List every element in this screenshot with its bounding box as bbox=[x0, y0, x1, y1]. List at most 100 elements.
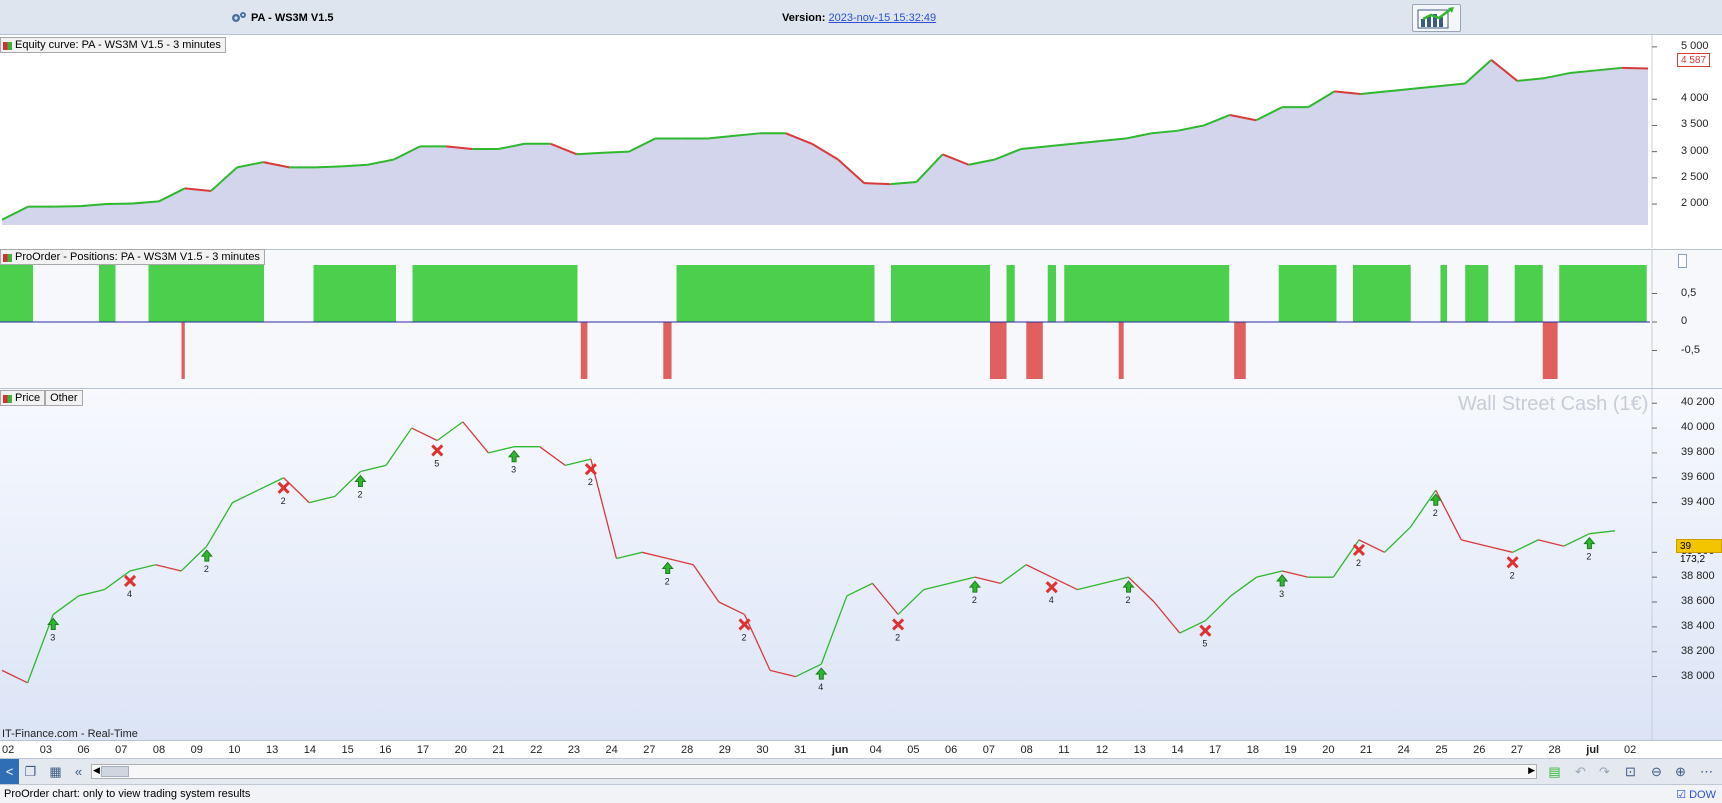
current-price-tag: 39 173,2 bbox=[1676, 539, 1722, 565]
equity-y-tick: 2 000 bbox=[1681, 197, 1709, 210]
date-tick: 27 bbox=[1510, 744, 1524, 756]
equity-segment bbox=[1543, 72, 1570, 80]
equity-segment bbox=[1360, 90, 1387, 96]
date-tick: 27 bbox=[643, 744, 656, 756]
equity-y-tick: 3 000 bbox=[1681, 144, 1709, 157]
scroll-left-arrow-icon[interactable]: ◀ bbox=[93, 765, 100, 775]
scroll-start-button[interactable]: « bbox=[74, 764, 83, 779]
trade-marker bbox=[1199, 624, 1212, 637]
equity-segment bbox=[1046, 142, 1074, 148]
date-tick: 05 bbox=[907, 744, 920, 756]
equity-segment bbox=[498, 142, 525, 151]
short-position-bar bbox=[663, 322, 672, 379]
date-tick: 28 bbox=[680, 744, 694, 756]
price-y-tick: 39 400 bbox=[1681, 495, 1715, 508]
equity-segment bbox=[158, 187, 186, 203]
exit-cross-icon bbox=[1199, 624, 1212, 637]
chart-scrollbar[interactable]: ◀ ▶ bbox=[91, 764, 1537, 779]
instrument-code-link[interactable]: ☑ DOW bbox=[1676, 789, 1716, 801]
price-segment bbox=[820, 595, 848, 665]
price-segment bbox=[923, 582, 950, 591]
date-tick: 10 bbox=[228, 744, 241, 756]
buy-arrow-icon bbox=[507, 449, 521, 463]
exit-cross-icon bbox=[431, 444, 444, 457]
equity-segment bbox=[1099, 137, 1126, 143]
detailed-report-button[interactable] bbox=[1412, 4, 1461, 32]
trade-count-label: 2 bbox=[1586, 552, 1591, 562]
price-segment bbox=[718, 601, 745, 616]
instrument-watermark: Wall Street Cash (1€) bbox=[1458, 393, 1649, 415]
equity-segment bbox=[393, 145, 421, 161]
date-tick: 02 bbox=[1624, 744, 1637, 756]
long-position-bar bbox=[1278, 265, 1337, 322]
equity-segment bbox=[1177, 124, 1205, 132]
date-tick: 24 bbox=[605, 744, 618, 756]
zoom-out-icon[interactable]: ⊖ bbox=[1651, 764, 1662, 779]
price-segment bbox=[743, 614, 771, 671]
zoom-in-icon[interactable]: ⊕ bbox=[1675, 764, 1686, 779]
more-options-icon[interactable]: ⋯ bbox=[1700, 764, 1713, 779]
date-axis[interactable]: 02 03 06 07 08 09 10 13 14 15 16 17 20 21 22 23 24 27 28 29… bbox=[0, 740, 1722, 758]
exit-cross-icon bbox=[584, 463, 597, 476]
date-tick: 07 bbox=[115, 744, 128, 756]
version-label: Version: bbox=[782, 12, 826, 24]
version-link[interactable]: 2023-nov-15 15:32:49 bbox=[828, 12, 937, 24]
scroll-right-arrow-icon[interactable]: ▶ bbox=[1528, 765, 1535, 775]
price-segment bbox=[309, 495, 335, 504]
equity-segment bbox=[184, 187, 212, 192]
panel-scale-handle[interactable] bbox=[1678, 254, 1687, 268]
exit-cross-icon bbox=[277, 481, 290, 494]
equity-y-tick: 2 500 bbox=[1681, 170, 1709, 183]
equity-current-value: 4 587 bbox=[1677, 53, 1711, 67]
positions-label[interactable]: ProOrder - Positions: PA - WS3M V1.5 - 3… bbox=[0, 249, 265, 265]
equity-segment bbox=[864, 182, 891, 186]
equity-segment bbox=[890, 181, 917, 186]
long-position-bar bbox=[1559, 265, 1647, 322]
date-tick: jun bbox=[831, 744, 849, 756]
zoom-fit-icon[interactable]: ⊡ bbox=[1625, 764, 1636, 779]
trade-count-label: 5 bbox=[1202, 639, 1207, 649]
equity-y-tick: 5 000 bbox=[1681, 39, 1709, 52]
price-segment bbox=[129, 564, 156, 572]
price-segment bbox=[462, 421, 489, 454]
chart-toolbar: < ❐ ▦ « ◀ ▶ ▤ ↶ ↷ ⊡ ⊖ ⊕ ⋯ bbox=[0, 758, 1722, 785]
share-icon[interactable]: < bbox=[0, 759, 19, 785]
price-segment bbox=[78, 588, 105, 597]
date-tick: 15 bbox=[341, 744, 354, 756]
trade-count-label: 2 bbox=[1510, 570, 1515, 580]
date-tick: 09 bbox=[190, 744, 203, 756]
price-segment bbox=[1538, 539, 1564, 547]
undo-icon[interactable]: ↶ bbox=[1575, 764, 1586, 779]
price-segment bbox=[616, 551, 643, 560]
price-segment bbox=[949, 576, 976, 585]
tab-other[interactable]: Other bbox=[45, 390, 83, 406]
equity-segment bbox=[811, 142, 839, 161]
equity-segment bbox=[1, 205, 29, 221]
trade-marker bbox=[1506, 556, 1519, 569]
buy-arrow-icon bbox=[968, 580, 981, 593]
equity-segment bbox=[341, 163, 368, 168]
windows-icon[interactable]: ❐ bbox=[24, 764, 37, 779]
tab-price[interactable]: Price bbox=[0, 390, 46, 406]
price-segment bbox=[795, 663, 822, 678]
trade-count-label: 2 bbox=[588, 477, 593, 487]
price-segment bbox=[488, 446, 515, 454]
equity-segment bbox=[915, 153, 944, 183]
date-tick: 21 bbox=[1359, 744, 1373, 756]
long-position-bar bbox=[1064, 265, 1230, 322]
trade-count-label: 2 bbox=[357, 490, 362, 500]
redo-icon[interactable]: ↷ bbox=[1599, 764, 1610, 779]
exit-cross-icon bbox=[1045, 581, 1058, 594]
calendar-icon[interactable]: ▤ bbox=[1548, 764, 1561, 779]
trade-marker bbox=[1583, 536, 1596, 550]
table-icon[interactable]: ▦ bbox=[49, 764, 62, 779]
equity-curve-label[interactable]: Equity curve: PA - WS3M V1.5 - 3 minutes bbox=[0, 37, 226, 53]
trade-marker bbox=[661, 561, 674, 575]
scrollbar-thumb[interactable] bbox=[101, 766, 129, 777]
trade-count-label: 5 bbox=[434, 458, 439, 468]
equity-segment bbox=[367, 158, 395, 166]
equity-segment bbox=[54, 205, 81, 208]
date-tick: 24 bbox=[1397, 744, 1410, 756]
equity-segment bbox=[942, 153, 970, 166]
trade-marker bbox=[1429, 493, 1442, 506]
